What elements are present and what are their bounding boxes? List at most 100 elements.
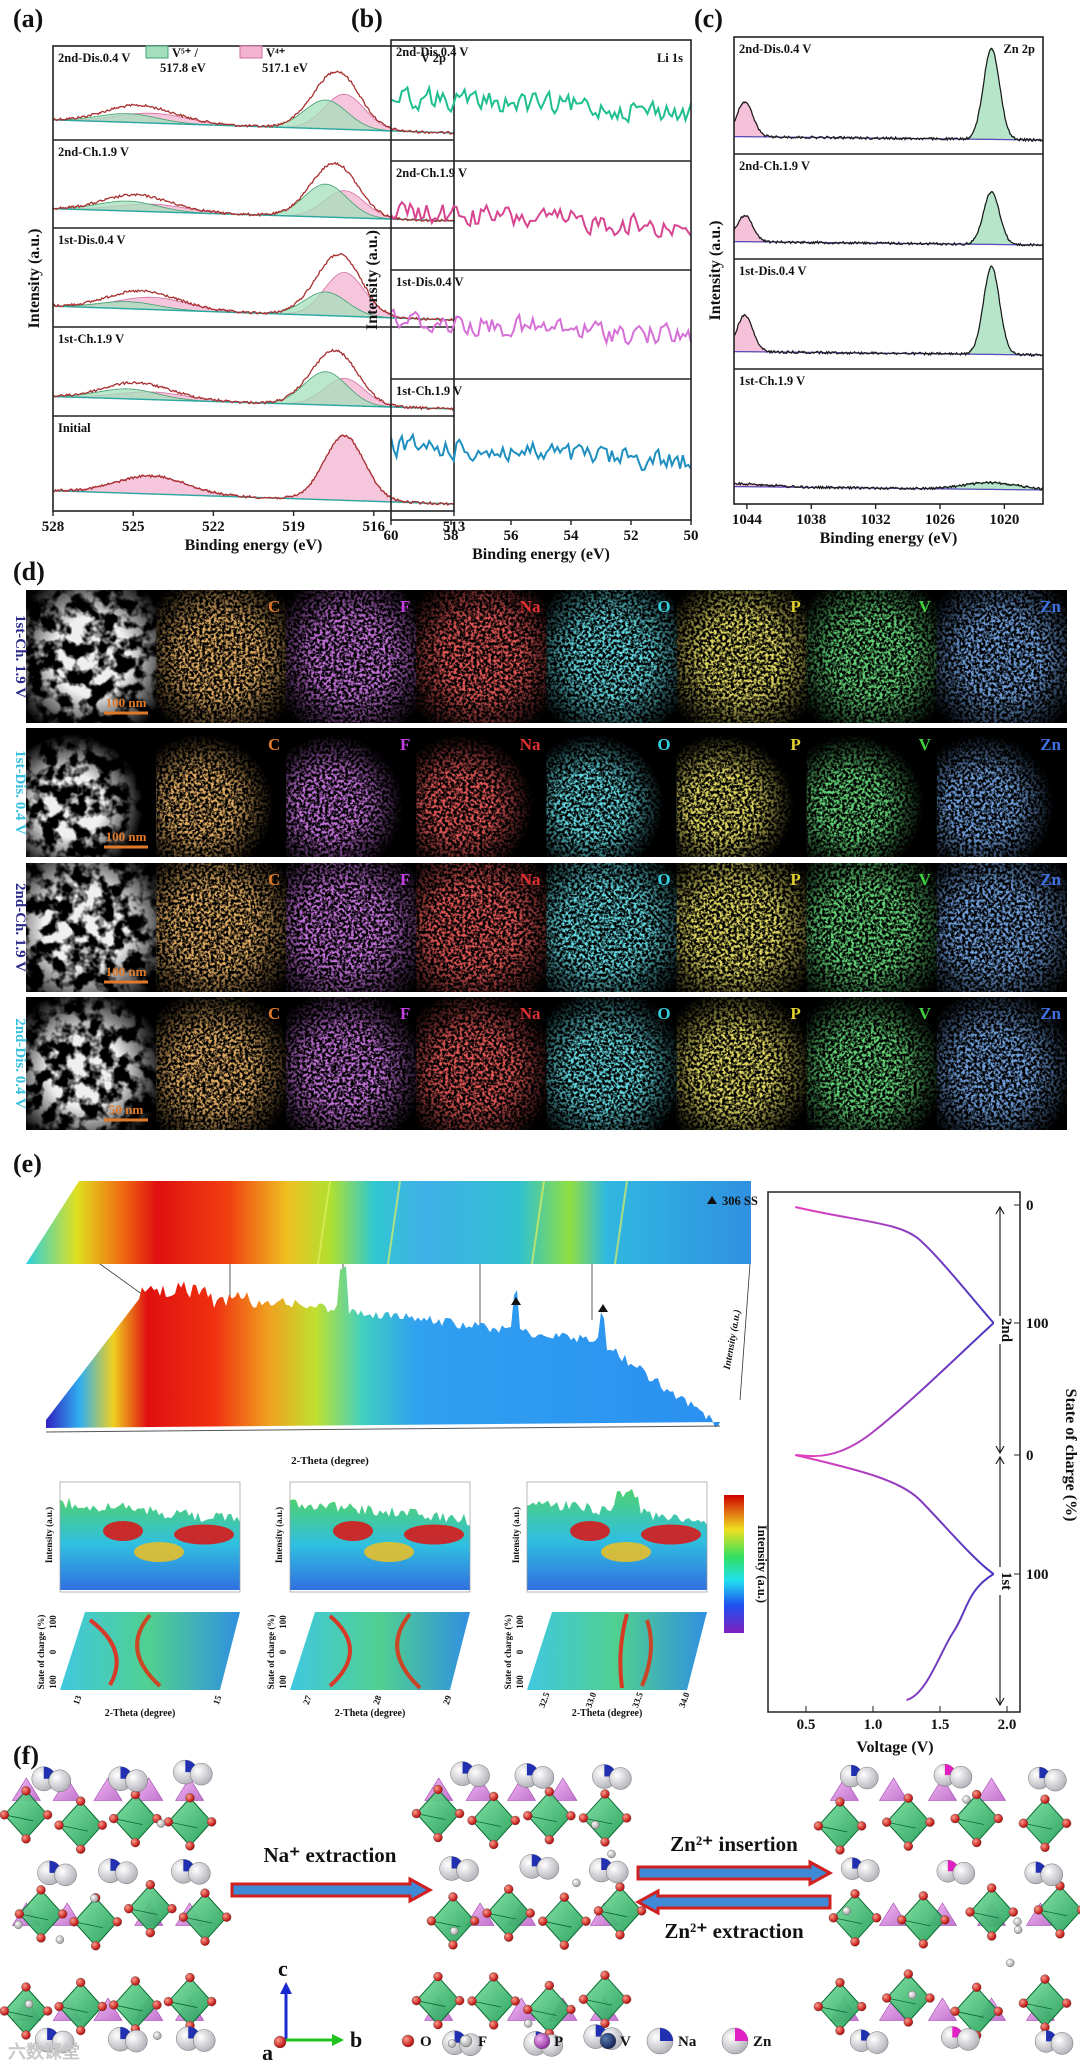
spectrum [733,190,1044,247]
element-map [286,997,417,1130]
octahedron-edge [471,2000,501,2008]
o-atom [488,1839,499,1850]
colorbar-label: Intensity (a.u.) [755,1525,769,1603]
legend-entry: F [478,2034,487,2050]
row-label: 1st-Dis. 0.4 V [12,750,28,835]
map-row [26,997,1067,1130]
o-atom [97,1820,107,1830]
octahedron-edge [583,1998,613,2006]
inset-hotspot [601,1542,651,1562]
f-atom [24,1999,34,2009]
o-atom [813,2001,824,2012]
x-tick-label: 513 [443,519,466,535]
x-tick-label: 52 [624,528,639,544]
tetrahedron [927,1777,958,1801]
f-atom [1013,1925,1023,1935]
octahedron-edge [471,1820,501,1827]
o-atom [940,1915,950,1925]
octahedron-edge [527,2009,557,2016]
o-atom [448,1892,458,1902]
octahedron [430,1896,476,1946]
tetrahedron [506,1777,537,1801]
na-atom [1040,1863,1063,1887]
o-atom [593,1906,604,1916]
spectrum-label: 1st-Dis.0.4 V [58,233,125,247]
element-map [676,863,807,992]
o-atom [510,1996,520,2006]
spectrum-label: 2nd-Dis.0.4 V [58,51,130,65]
inset-x-tick: 33.0 [583,1690,598,1709]
o-atom [433,1971,443,1982]
na-atom [190,1762,213,1786]
o-atom [503,1884,514,1894]
spectrum [390,432,692,472]
f-atom [156,1819,166,1828]
element-map [676,590,807,723]
o-atom [1055,1929,1065,1939]
arrow-label: Na⁺ extraction [264,1843,397,1867]
o-atom [600,1837,610,1847]
spectrum-label: 2nd-Ch.1.9 V [739,159,810,173]
legend-entry: V [620,2034,631,2050]
spectrum [733,47,1044,143]
core-level: Li 1s [657,51,683,65]
o-atom [1018,1818,1029,1828]
map-row [26,863,1067,992]
tem-image [26,863,157,992]
octahedron [58,1981,103,2032]
octahedron-edge [128,1908,158,1916]
octahedron-edge [4,1814,34,1822]
inset-x-tick: 27 [301,1694,314,1706]
o-atom [109,2000,119,2010]
o-atom [600,1970,610,1980]
o-atom [1040,1974,1050,1984]
element-label: Zn [1040,597,1061,616]
process-arrow [636,1859,834,1887]
o-atom [206,1817,217,1827]
legend-atom [401,2034,415,2048]
element-label: O [657,735,670,754]
spectrum [733,265,1044,358]
o-atom [621,1813,632,1823]
o-atom [75,2025,86,2036]
octahedron-edge [954,1818,984,1825]
element-label: V [919,597,932,616]
octahedron-edge [833,1917,863,1925]
x-tick-label: 1026 [925,512,956,528]
o-atom [835,2025,845,2036]
f-atom [153,2031,162,2040]
element-label: P [790,870,800,889]
octahedron-edge [183,1916,213,1924]
o-atom [566,2004,576,2015]
map-row [26,590,1067,723]
element-map [416,863,547,992]
o-atom [615,1930,625,1940]
o-atom [1061,1818,1072,1828]
octahedron-edge [19,1913,49,1921]
o-atom [467,1996,477,2006]
octahedron-edge [431,1920,461,1928]
legend-swatch [239,45,263,59]
inset-x-tick: 29 [441,1694,454,1706]
octahedron [597,1886,643,1936]
x-axis-label: 2-Theta (degree) [291,1455,369,1467]
o-atom [1008,1907,1018,1917]
octahedron [1037,1885,1080,1935]
inset-y-label: State of charge (%) [36,1615,46,1690]
o-atom [75,1977,86,1988]
element-label: Na [520,1004,541,1023]
o-atom [918,1891,929,1901]
element-map [676,997,807,1130]
o-atom [525,1908,535,1918]
o-atom [57,1909,68,1919]
o-atom [21,1786,31,1796]
scale-label: 100 nm [106,964,147,979]
legend-energy: 517.1 eV [262,61,308,75]
y-axis-label: Intensity (a.u.) [707,220,724,320]
na-atom [952,1861,976,1885]
x-axis-label: Binding energy (eV) [472,546,610,563]
element-map [806,728,937,857]
o-atom [36,1885,46,1895]
octahedron [58,1800,103,1850]
axis-c-head [280,1982,292,1994]
